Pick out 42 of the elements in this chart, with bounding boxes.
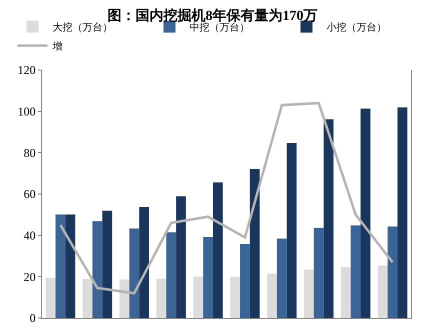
line-series <box>59 102 394 294</box>
y-tick-label: 60 <box>24 187 36 202</box>
y-tick-label: 100 <box>18 104 36 119</box>
bar <box>156 278 166 318</box>
y-tick-label: 0 <box>30 311 36 326</box>
bar <box>212 182 223 318</box>
y-tick-label: 80 <box>24 146 36 160</box>
legend-label: 大挖（万台） <box>52 21 112 34</box>
bar <box>340 267 351 318</box>
bar <box>139 207 150 318</box>
y-tick-label: 20 <box>24 270 36 284</box>
bar <box>65 214 76 318</box>
bar <box>129 228 140 318</box>
bar <box>350 225 361 318</box>
y-tick-label: 40 <box>24 228 36 243</box>
bar <box>102 210 112 318</box>
bar <box>82 278 92 318</box>
bar <box>378 266 388 318</box>
y-tick-label: 120 <box>18 63 36 78</box>
bar <box>193 276 204 318</box>
bar <box>92 221 102 318</box>
bar <box>176 196 186 318</box>
bar <box>267 274 277 318</box>
bar <box>388 226 398 318</box>
bar <box>119 280 130 318</box>
bar <box>314 228 324 318</box>
legend-label: 小挖（万台） <box>326 21 386 34</box>
bar <box>250 168 260 318</box>
bar <box>46 278 56 318</box>
bar <box>166 232 176 318</box>
legend-label: 中挖（万台） <box>189 21 250 34</box>
bar <box>203 236 213 318</box>
bar <box>324 119 334 318</box>
bar <box>360 108 370 318</box>
bar <box>286 142 297 318</box>
bar <box>397 107 408 318</box>
bar <box>276 238 287 318</box>
bar <box>304 270 314 318</box>
legend-label: 增 <box>51 40 62 52</box>
bar <box>230 276 240 318</box>
bar <box>240 244 250 318</box>
bar <box>56 214 66 318</box>
